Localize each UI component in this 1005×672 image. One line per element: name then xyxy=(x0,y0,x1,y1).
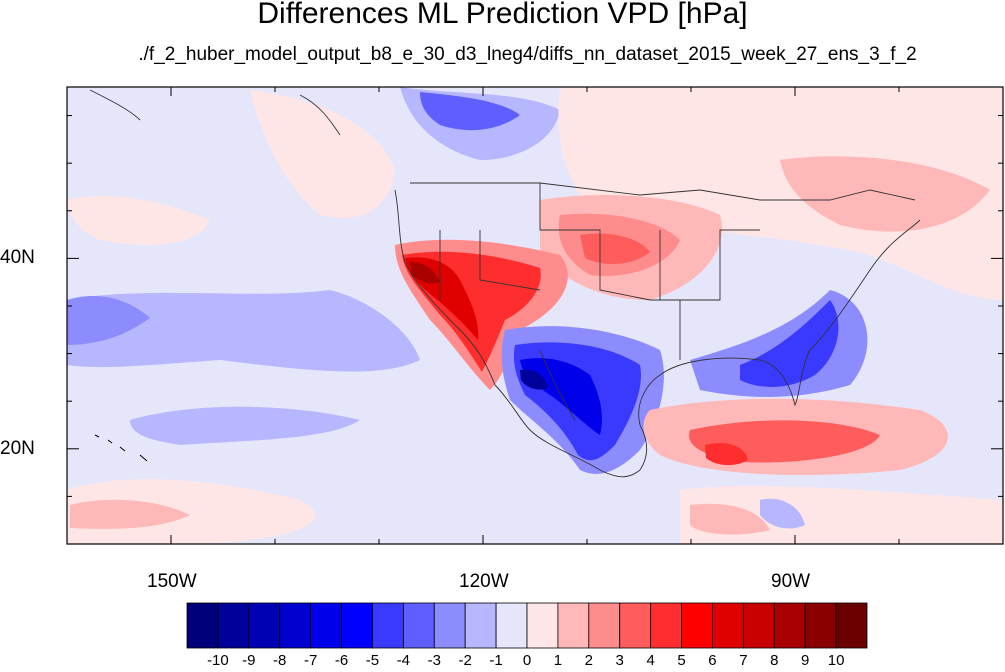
vpd-difference-map xyxy=(66,86,1004,545)
y-tick-label: 40N xyxy=(0,247,35,269)
x-tick-label: 120W xyxy=(459,571,509,592)
colorbar-label: 9 xyxy=(801,652,810,669)
colorbar-box xyxy=(248,602,281,649)
y-tick-label: 20N xyxy=(0,437,35,459)
colorbar-box xyxy=(712,602,744,649)
colorbar-box xyxy=(681,602,713,649)
colorbar-label: -5 xyxy=(365,652,380,669)
colorbar-box xyxy=(402,602,435,649)
colorbar-label: 1 xyxy=(553,652,563,669)
colorbar-box xyxy=(773,602,806,649)
pacific-pink-north xyxy=(250,90,395,218)
colorbar-box xyxy=(835,602,868,649)
map-subtitle: ./f_2_huber_model_output_b8_e_30_d3_lneg… xyxy=(138,44,917,65)
colorbar-box xyxy=(217,602,250,649)
caribbean-positive-peak xyxy=(705,443,748,466)
pacific-blue-band xyxy=(67,290,420,372)
x-tick-label: 150W xyxy=(147,571,197,592)
canada-blue-core xyxy=(420,92,520,131)
colorbar-box xyxy=(186,602,219,649)
colorbar-box xyxy=(557,602,590,649)
colorbar-box xyxy=(588,602,621,649)
map-frame xyxy=(66,86,1004,545)
pacific-blue-south xyxy=(130,406,360,445)
south-pink-core xyxy=(690,503,770,535)
colorbar-label: -8 xyxy=(273,652,287,669)
plains-positive-peak xyxy=(580,233,650,264)
x-tick-label: 90W xyxy=(771,571,811,592)
colorbar-box xyxy=(495,602,528,649)
hawaii-islands xyxy=(94,434,148,462)
colorbar-label: 8 xyxy=(770,652,779,669)
colorbar-box xyxy=(464,602,497,649)
colorbar-label: 3 xyxy=(615,652,624,669)
colorbar-label: 4 xyxy=(646,652,655,669)
colorbar-label: -2 xyxy=(458,652,472,669)
colorbar-box xyxy=(279,602,312,649)
colorbar-box xyxy=(526,602,559,649)
colorbar-label: -10 xyxy=(207,652,229,669)
colorbar-label: -1 xyxy=(489,652,503,669)
california-peak xyxy=(410,262,440,284)
colorbar-label: -4 xyxy=(396,652,411,669)
colorbar-box xyxy=(742,602,775,649)
colorbar-label: 7 xyxy=(739,652,748,669)
mexico-negative-min xyxy=(520,369,548,390)
colorbar-label: 10 xyxy=(827,652,845,669)
colorbar-box xyxy=(650,602,682,649)
colorbar-label: 0 xyxy=(522,652,532,669)
eastcoast-negative-core xyxy=(740,300,839,387)
colorbar-box xyxy=(310,602,342,649)
colorbar-box xyxy=(619,602,652,649)
northeast-pink xyxy=(558,87,1003,300)
colorbar-box xyxy=(372,602,404,649)
coastlines xyxy=(89,89,921,478)
south-blue-patch xyxy=(760,498,805,529)
colorbar-label: 2 xyxy=(584,652,593,669)
map-title: Differences ML Prediction VPD [hPa] xyxy=(257,0,748,30)
colorbar-box xyxy=(804,602,837,649)
northeast-pink-core xyxy=(780,156,990,232)
colorbar-box xyxy=(433,602,466,649)
pacific-pink-south-core xyxy=(70,499,190,529)
pacific-pink-west xyxy=(67,196,210,245)
axis-ticks xyxy=(66,87,1004,545)
colorbar-label: 5 xyxy=(677,652,686,669)
pacific-blue-band-core xyxy=(67,296,150,345)
colorbar-label: 6 xyxy=(708,652,717,669)
colorbar-label: -3 xyxy=(427,652,441,669)
colorbar-box xyxy=(341,602,373,649)
colorbar-label: -7 xyxy=(303,652,318,669)
colorbar-label: -6 xyxy=(334,652,349,669)
colorbar-label: -9 xyxy=(242,652,256,669)
